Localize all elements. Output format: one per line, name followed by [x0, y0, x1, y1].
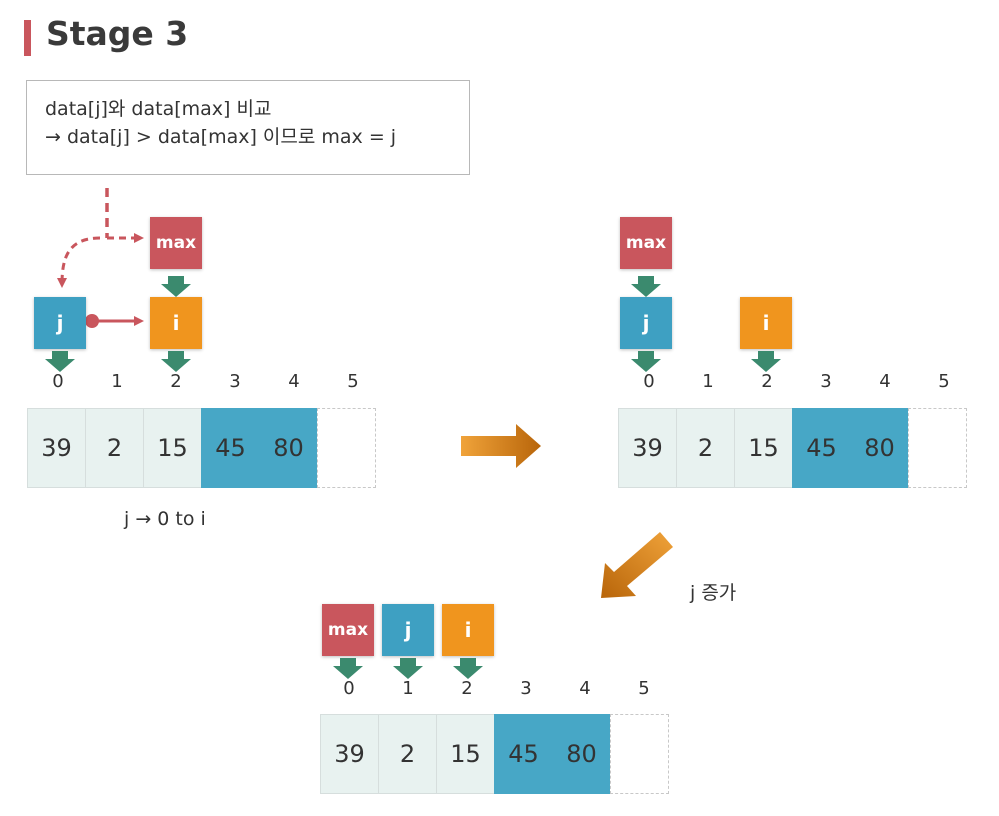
panel3-array: 39 2 15 45 80 [320, 714, 669, 794]
flow-arrow-right-icon [461, 424, 541, 468]
j-pointer-arrow-icon [45, 351, 75, 372]
index-label: 2 [170, 371, 182, 392]
j-pointer-tag: j [620, 297, 672, 349]
array-cell: 39 [27, 408, 86, 488]
max-pointer-tag: max [150, 217, 202, 269]
i-pointer-arrow-icon [161, 351, 191, 372]
j-pointer-tag: j [34, 297, 86, 349]
array-cell-empty [317, 408, 376, 488]
index-label: 1 [402, 678, 414, 699]
index-label: 5 [638, 678, 650, 699]
array-cell: 39 [320, 714, 379, 794]
max-pointer-arrow-icon [161, 276, 191, 297]
panel2-array: 39 2 15 45 80 [618, 408, 967, 488]
loop-caption: j → 0 to i [124, 508, 206, 530]
index-label: 1 [111, 371, 123, 392]
array-cell-sorted: 80 [850, 408, 909, 488]
index-label: 5 [347, 371, 359, 392]
max-pointer-arrow-icon [333, 658, 363, 679]
index-label: 5 [938, 371, 950, 392]
array-cell-sorted: 45 [201, 408, 260, 488]
panel1-array: 39 2 15 45 80 [27, 408, 376, 488]
dashed-curved-arrow-to-j [57, 236, 101, 288]
index-label: 4 [579, 678, 591, 699]
array-cell-empty [908, 408, 967, 488]
i-pointer-tag: i [150, 297, 202, 349]
index-label: 4 [288, 371, 300, 392]
array-cell: 2 [85, 408, 144, 488]
index-label: 3 [229, 371, 241, 392]
i-pointer-tag: i [740, 297, 792, 349]
comparison-note: data[j]와 data[max] 비교 → data[j] > data[m… [26, 80, 470, 175]
j-pointer-tag: j [382, 604, 434, 656]
index-label: 0 [343, 678, 355, 699]
array-cell: 15 [436, 714, 495, 794]
index-label: 0 [52, 371, 64, 392]
i-pointer-tag: i [442, 604, 494, 656]
max-pointer-arrow-icon [631, 276, 661, 297]
note-line-1: data[j]와 data[max] 비교 [45, 98, 272, 120]
array-cell: 2 [676, 408, 735, 488]
j-pointer-arrow-icon [631, 351, 661, 372]
max-pointer-tag: max [322, 604, 374, 656]
index-label: 4 [879, 371, 891, 392]
array-cell: 15 [734, 408, 793, 488]
title-accent-bar [24, 20, 31, 56]
array-cell-empty [610, 714, 669, 794]
array-cell: 2 [378, 714, 437, 794]
array-cell-sorted: 45 [792, 408, 851, 488]
step-caption: j 증가 [690, 582, 737, 604]
index-label: 1 [702, 371, 714, 392]
flow-arrow-down-left-icon [601, 532, 673, 598]
i-pointer-arrow-icon [453, 658, 483, 679]
page-title: Stage 3 [46, 14, 189, 53]
note-line-2: → data[j] > data[max] 이므로 max = j [45, 126, 397, 148]
array-cell: 15 [143, 408, 202, 488]
index-label: 3 [820, 371, 832, 392]
j-pointer-arrow-icon [393, 658, 423, 679]
array-cell-sorted: 45 [494, 714, 553, 794]
index-label: 2 [461, 678, 473, 699]
index-label: 2 [761, 371, 773, 392]
array-cell-sorted: 80 [552, 714, 611, 794]
array-cell: 39 [618, 408, 677, 488]
index-label: 0 [643, 371, 655, 392]
i-pointer-arrow-icon [751, 351, 781, 372]
max-pointer-tag: max [620, 217, 672, 269]
index-label: 3 [520, 678, 532, 699]
